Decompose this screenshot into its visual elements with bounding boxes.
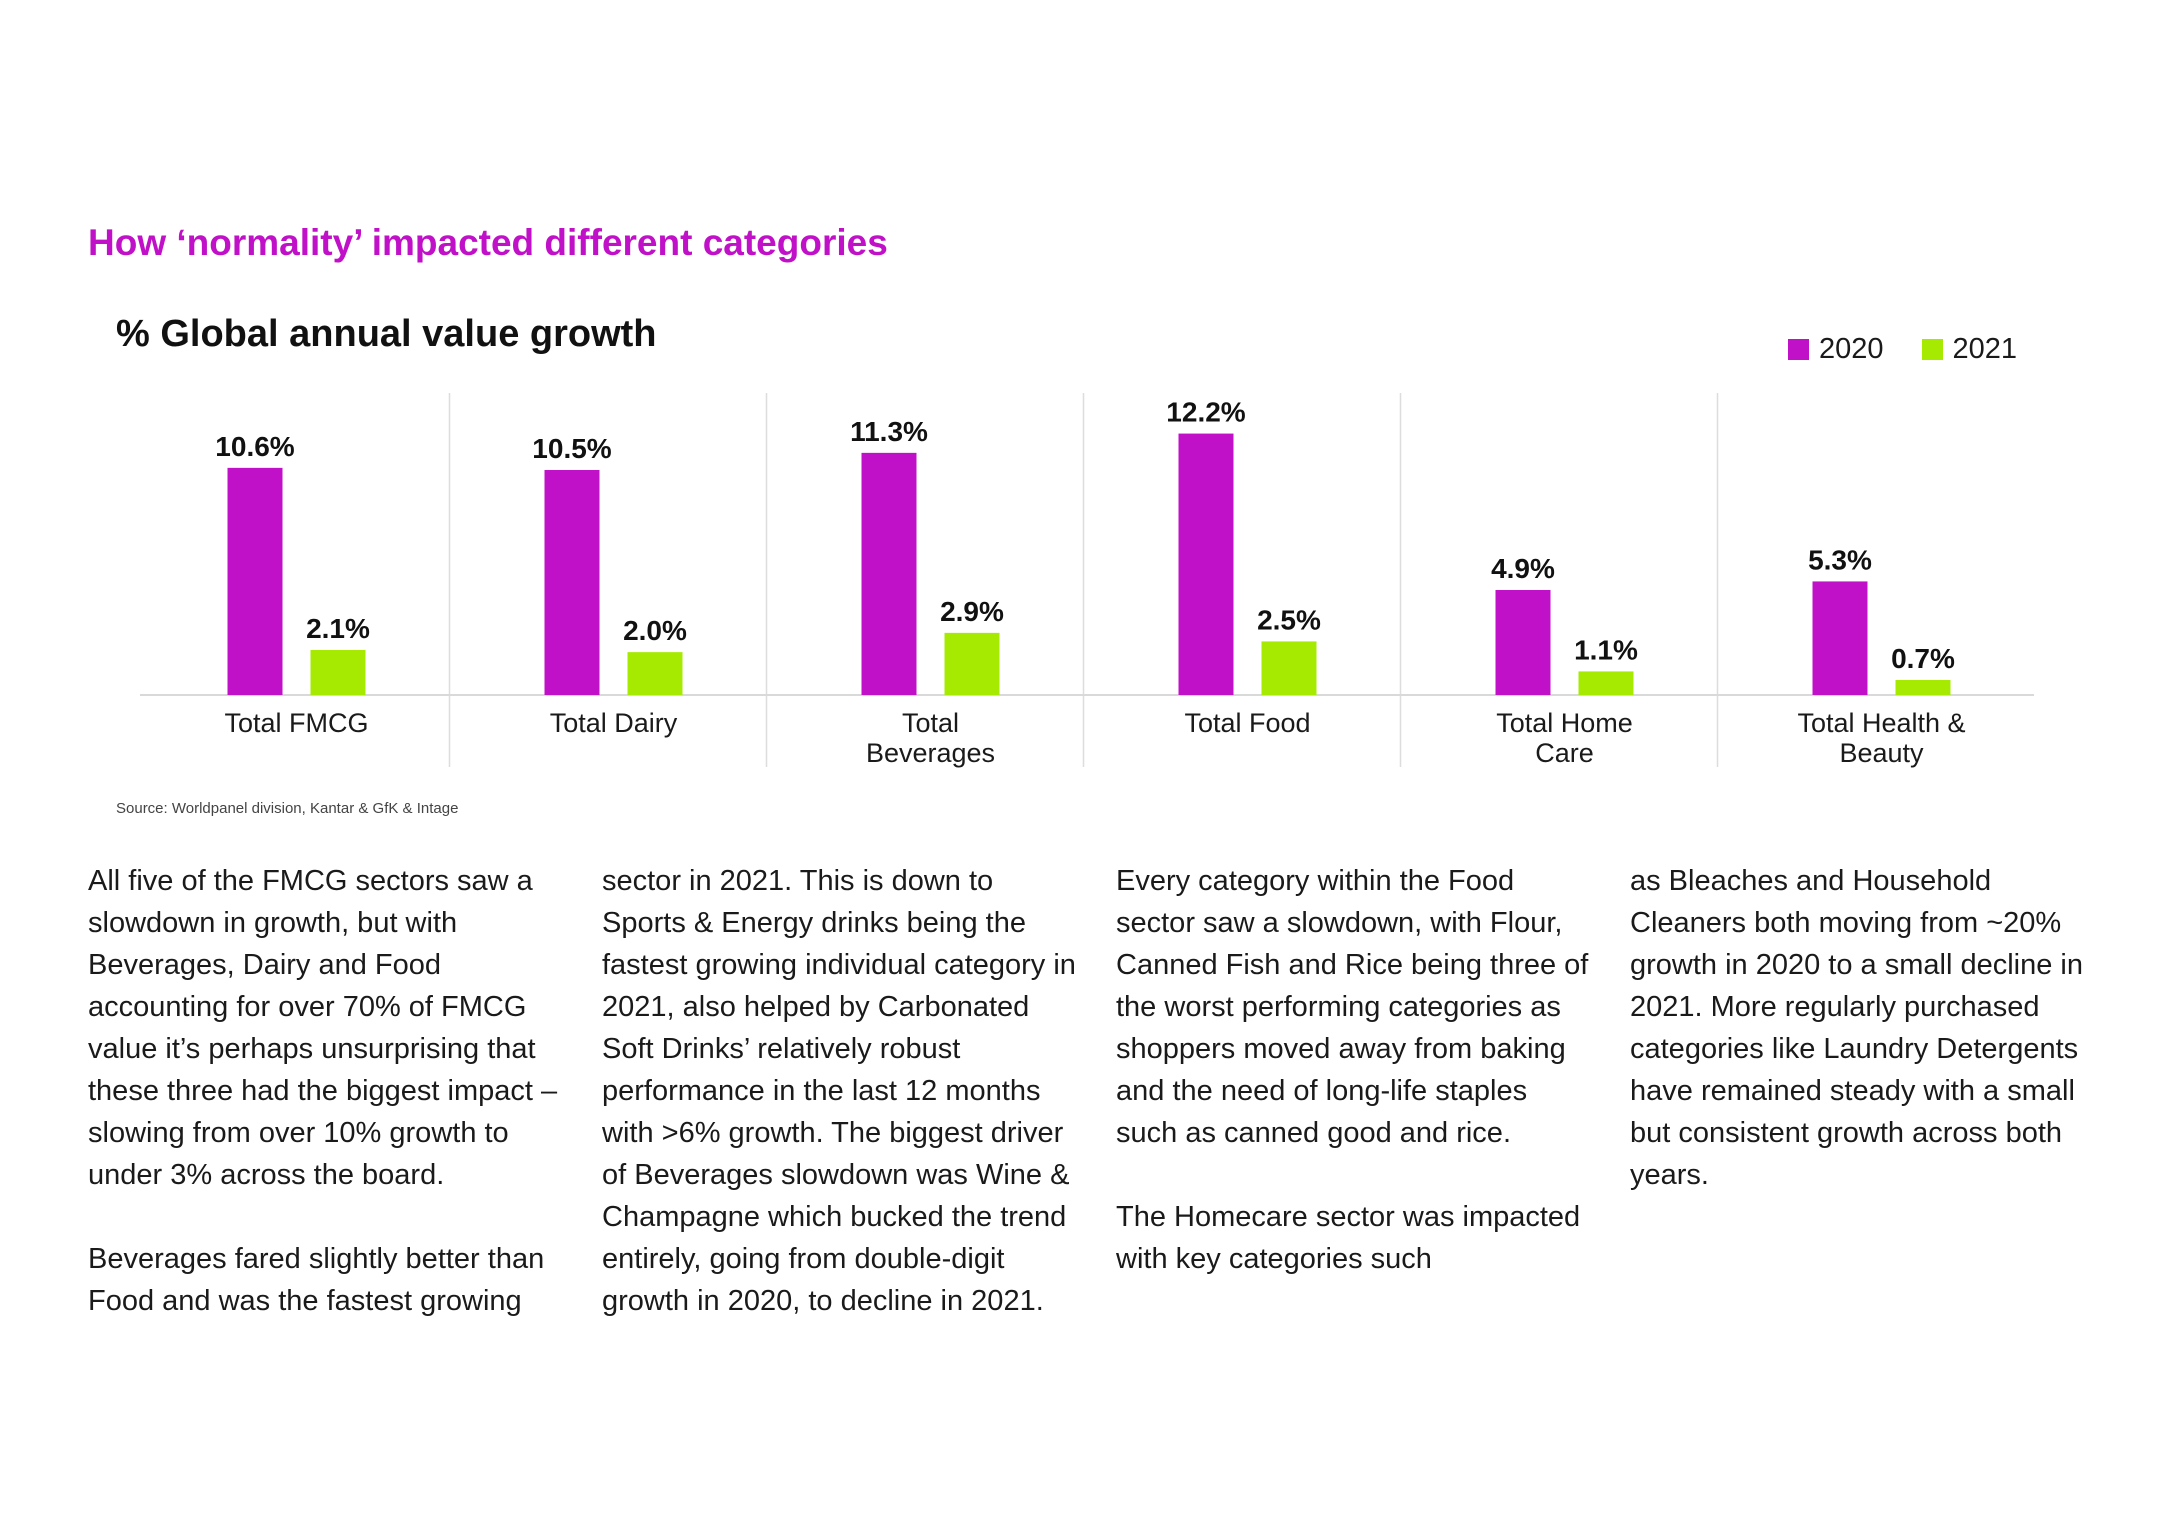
bar-2020 [227, 467, 283, 695]
data-label-2021: 2.0% [623, 615, 687, 646]
data-label-2020: 11.3% [850, 416, 928, 447]
bar-2020 [861, 452, 917, 695]
category-label: Total Health & [1797, 708, 1965, 738]
legend-label-2020: 2020 [1819, 333, 1884, 365]
data-label-2021: 2.5% [1257, 604, 1321, 635]
chart-legend: 2020 2021 [1788, 333, 2017, 366]
paragraph: Every category within the Food sector sa… [1116, 865, 1589, 1149]
chart-title: % Global annual value growth [116, 313, 657, 355]
paragraph: sector in 2021. This is down to Sports &… [602, 865, 1076, 1317]
data-label-2020: 10.6% [215, 431, 294, 462]
category-label: Beauty [1839, 738, 1924, 768]
legend-item-2020: 2020 [1788, 333, 1884, 366]
paragraph: All five of the FMCG sectors saw a slowd… [88, 865, 558, 1191]
category-label: Total Dairy [550, 708, 678, 738]
bar-2021 [627, 652, 683, 695]
bar-2021 [1895, 680, 1951, 695]
category-label: Total Food [1184, 708, 1310, 738]
data-label-2021: 1.1% [1574, 634, 1638, 665]
category-label: Beverages [866, 738, 995, 768]
data-label-2020: 5.3% [1808, 544, 1872, 575]
data-label-2020: 10.5% [532, 433, 611, 464]
text-column-1: All five of the FMCG sectors saw a slowd… [88, 860, 563, 1322]
category-label: Care [1535, 738, 1594, 768]
paragraph: The Homecare sector was impacted with ke… [1116, 1201, 1581, 1275]
text-column-3: Every category within the Food sector sa… [1116, 860, 1591, 1280]
bar-2020 [1178, 433, 1234, 695]
data-label-2021: 2.9% [940, 596, 1004, 627]
legend-swatch-2020 [1788, 339, 1809, 360]
data-label-2020: 4.9% [1491, 553, 1555, 584]
source-note: Source: Worldpanel division, Kantar & Gf… [116, 800, 459, 817]
data-label-2020: 12.2% [1166, 397, 1245, 428]
bar-2020 [544, 470, 600, 695]
category-label: Total FMCG [224, 708, 368, 738]
section-title: How ‘normality’ impacted different categ… [88, 222, 888, 263]
legend-swatch-2021 [1921, 339, 1943, 360]
bar-2021 [310, 650, 366, 695]
category-label: Total Home [1496, 708, 1633, 738]
legend-label-2021: 2021 [1952, 333, 2018, 365]
category-label: Total [902, 708, 959, 738]
data-label-2021: 0.7% [1891, 643, 1955, 674]
text-column-4: as Bleaches and Household Cleaners both … [1630, 860, 2105, 1196]
bar-2021 [1578, 671, 1634, 695]
legend-item-2021: 2021 [1921, 333, 2018, 366]
data-label-2021: 2.1% [306, 613, 370, 644]
bar-2021 [944, 632, 1000, 695]
paragraph: Beverages fared slightly better than Foo… [88, 1243, 545, 1317]
bar-2020 [1812, 581, 1868, 695]
bar-chart: 10.6% 2.1% Total FMCG 10.5% 2.0% Total Dairy 1… [140, 393, 2034, 768]
bar-2021 [1261, 641, 1317, 695]
paragraph: as Bleaches and Household Cleaners both … [1630, 865, 2083, 1191]
bar-2020 [1495, 590, 1551, 695]
text-column-2: sector in 2021. This is down to Sports &… [602, 860, 1077, 1322]
